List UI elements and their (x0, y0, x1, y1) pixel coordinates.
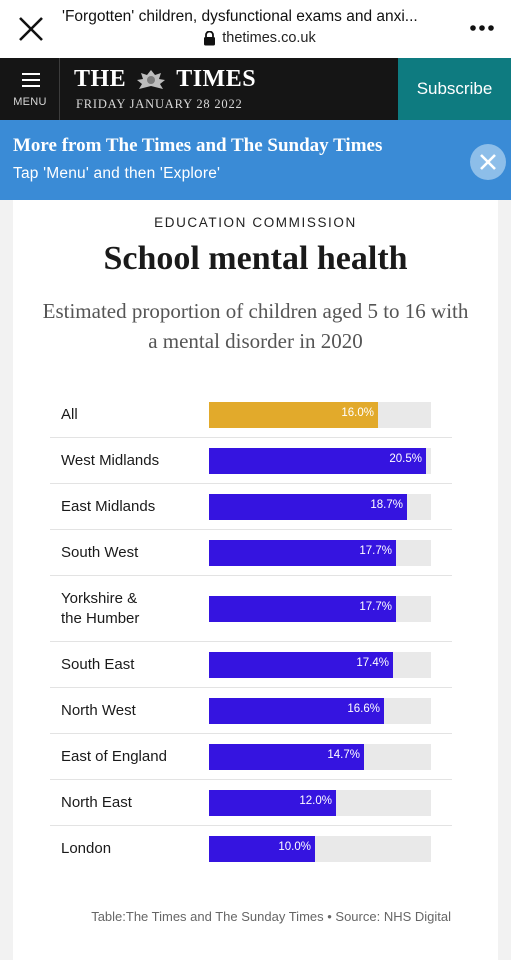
chart-row: North East 12.0% (50, 780, 452, 826)
browser-bar: 'Forgotten' children, dysfunctional exam… (0, 0, 511, 58)
category-label: All (61, 406, 78, 423)
category-label: North East (61, 794, 132, 811)
bar-value-label: 16.6% (347, 703, 380, 715)
bar-track: 16.6% (209, 698, 431, 724)
close-icon[interactable] (16, 14, 46, 44)
chart-source: Table:The Times and The Sunday Times • S… (91, 909, 451, 924)
close-icon (480, 154, 496, 170)
bar-track: 16.0% (209, 402, 431, 428)
category-label: North West (61, 702, 136, 719)
article-kicker: EDUCATION COMMISSION (154, 215, 357, 230)
url-text: thetimes.co.uk (222, 30, 316, 46)
chart-headline: School mental health (103, 240, 408, 277)
promo-close-button[interactable] (470, 144, 506, 180)
masthead-times: TIMES (176, 66, 257, 92)
subscribe-button[interactable]: Subscribe (398, 58, 511, 120)
chart-row: London 10.0% (50, 826, 452, 872)
bar-value-label: 20.5% (389, 453, 422, 465)
bar-value-label: 17.7% (359, 545, 392, 557)
bar-value-label: 17.4% (356, 657, 389, 669)
menu-label: MENU (13, 96, 47, 108)
category-label: East of England (61, 748, 167, 765)
bar-value-label: 10.0% (278, 841, 311, 853)
menu-button[interactable]: MENU (0, 58, 60, 120)
bar-value-label: 12.0% (299, 795, 332, 807)
chart-row: All 16.0% (50, 392, 452, 438)
chart-row: West Midlands 20.5% (50, 438, 452, 484)
bar-track: 17.7% (209, 596, 431, 622)
bar-track: 17.4% (209, 652, 431, 678)
bar (209, 448, 426, 474)
left-gutter (0, 200, 13, 960)
chart-row: South East 17.4% (50, 642, 452, 688)
bar-value-label: 18.7% (370, 499, 403, 511)
bar (209, 402, 378, 428)
promo-banner: More from The Times and The Sunday Times… (0, 120, 511, 200)
chart-row: East of England 14.7% (50, 734, 452, 780)
bar-track: 17.7% (209, 540, 431, 566)
more-options-icon[interactable] (467, 18, 497, 38)
chart-row: South West 17.7% (50, 530, 452, 576)
bar (209, 790, 336, 816)
bar-value-label: 14.7% (327, 749, 360, 761)
promo-title: More from The Times and The Sunday Times (13, 135, 383, 156)
bar (209, 652, 393, 678)
hamburger-icon (22, 73, 40, 87)
crest-icon (137, 69, 166, 89)
url-row[interactable]: thetimes.co.uk (62, 30, 457, 46)
page-title: 'Forgotten' children, dysfunctional exam… (62, 8, 418, 25)
bar-track: 18.7% (209, 494, 431, 520)
bar (209, 494, 407, 520)
bar (209, 698, 384, 724)
chart-row: North West 16.6% (50, 688, 452, 734)
category-label: South East (61, 656, 135, 673)
bar-value-label: 17.7% (359, 601, 392, 613)
bar-track: 20.5% (209, 448, 431, 474)
category-label: South West (61, 544, 139, 561)
bar-track: 10.0% (209, 836, 431, 862)
bar-chart: All 16.0% West Midlands 20.5% East Midlands 1… (50, 392, 452, 872)
bar-track: 12.0% (209, 790, 431, 816)
chart-row: East Midlands 18.7% (50, 484, 452, 530)
bar-value-label: 16.0% (341, 407, 374, 419)
category-label: West Midlands (61, 452, 160, 469)
category-label: East Midlands (61, 498, 156, 515)
chart-row: Yorkshire & the Humber 17.7% (50, 576, 452, 642)
chart-subhead: Estimated proportion of children aged 5 … (42, 299, 469, 353)
bar (209, 836, 315, 862)
site-header: MENU THE TIMES FRIDAY JANUARY 28 2022 Su… (0, 58, 511, 120)
lock-icon (204, 30, 216, 45)
bar (209, 540, 396, 566)
promo-subtitle: Tap 'Menu' and then 'Explore' (13, 165, 221, 182)
bar-track: 14.7% (209, 744, 431, 770)
header-date: FRIDAY JANUARY 28 2022 (76, 97, 243, 111)
right-gutter (498, 200, 511, 960)
category-label: Yorkshire & the Humber (61, 590, 140, 627)
bar (209, 596, 396, 622)
masthead-logo[interactable]: THE TIMES (74, 66, 256, 93)
masthead-the: THE (74, 66, 127, 92)
category-label: London (61, 840, 112, 857)
bar (209, 744, 364, 770)
